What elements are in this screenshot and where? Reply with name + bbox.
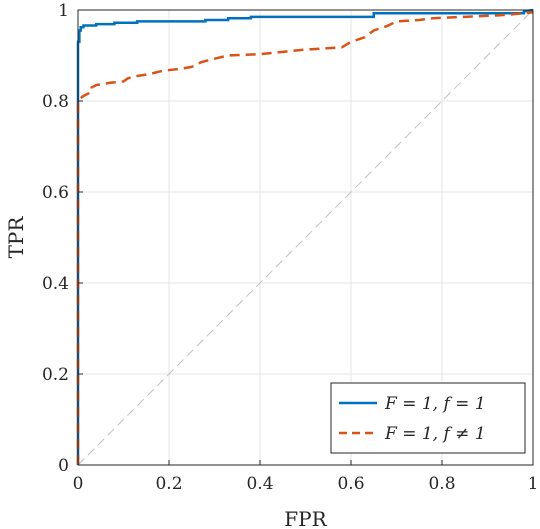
legend: F = 1, f = 1 F = 1, f ≠ 1 [330,382,526,454]
x-tick-label: 0 [73,474,84,494]
legend-label-series-1: F = 1, f = 1 [384,394,486,414]
chance-diagonal-line [77,9,534,466]
y-axis-ticks: 0 0.2 0.4 0.6 0.8 1 [42,1,83,476]
y-tick-label: 0.6 [42,183,69,203]
series-line-2 [76,11,534,465]
x-tick-label: 0.6 [337,474,364,494]
y-axis-label: TPR [4,216,28,259]
x-tick-label: 0.2 [155,474,182,494]
legend-box [330,382,526,454]
plot-area-frame [77,9,534,466]
legend-label-series-2: F = 1, f ≠ 1 [384,424,486,444]
y-tick-label: 0.8 [42,92,69,112]
x-tick-label: 0.8 [428,474,455,494]
y-tick-label: 0.2 [42,365,69,385]
y-tick-label: 1 [58,1,69,21]
x-axis-ticks: 0 0.2 0.4 0.6 0.8 1 [73,460,539,494]
x-tick-label: 0.4 [246,474,273,494]
x-axis-label: FPR [284,507,327,529]
y-tick-label: 0 [58,456,69,476]
series-lines [76,8,534,465]
series-line-1 [76,8,534,465]
x-tick-label: 1 [528,474,539,494]
y-tick-label: 0.4 [42,274,69,294]
